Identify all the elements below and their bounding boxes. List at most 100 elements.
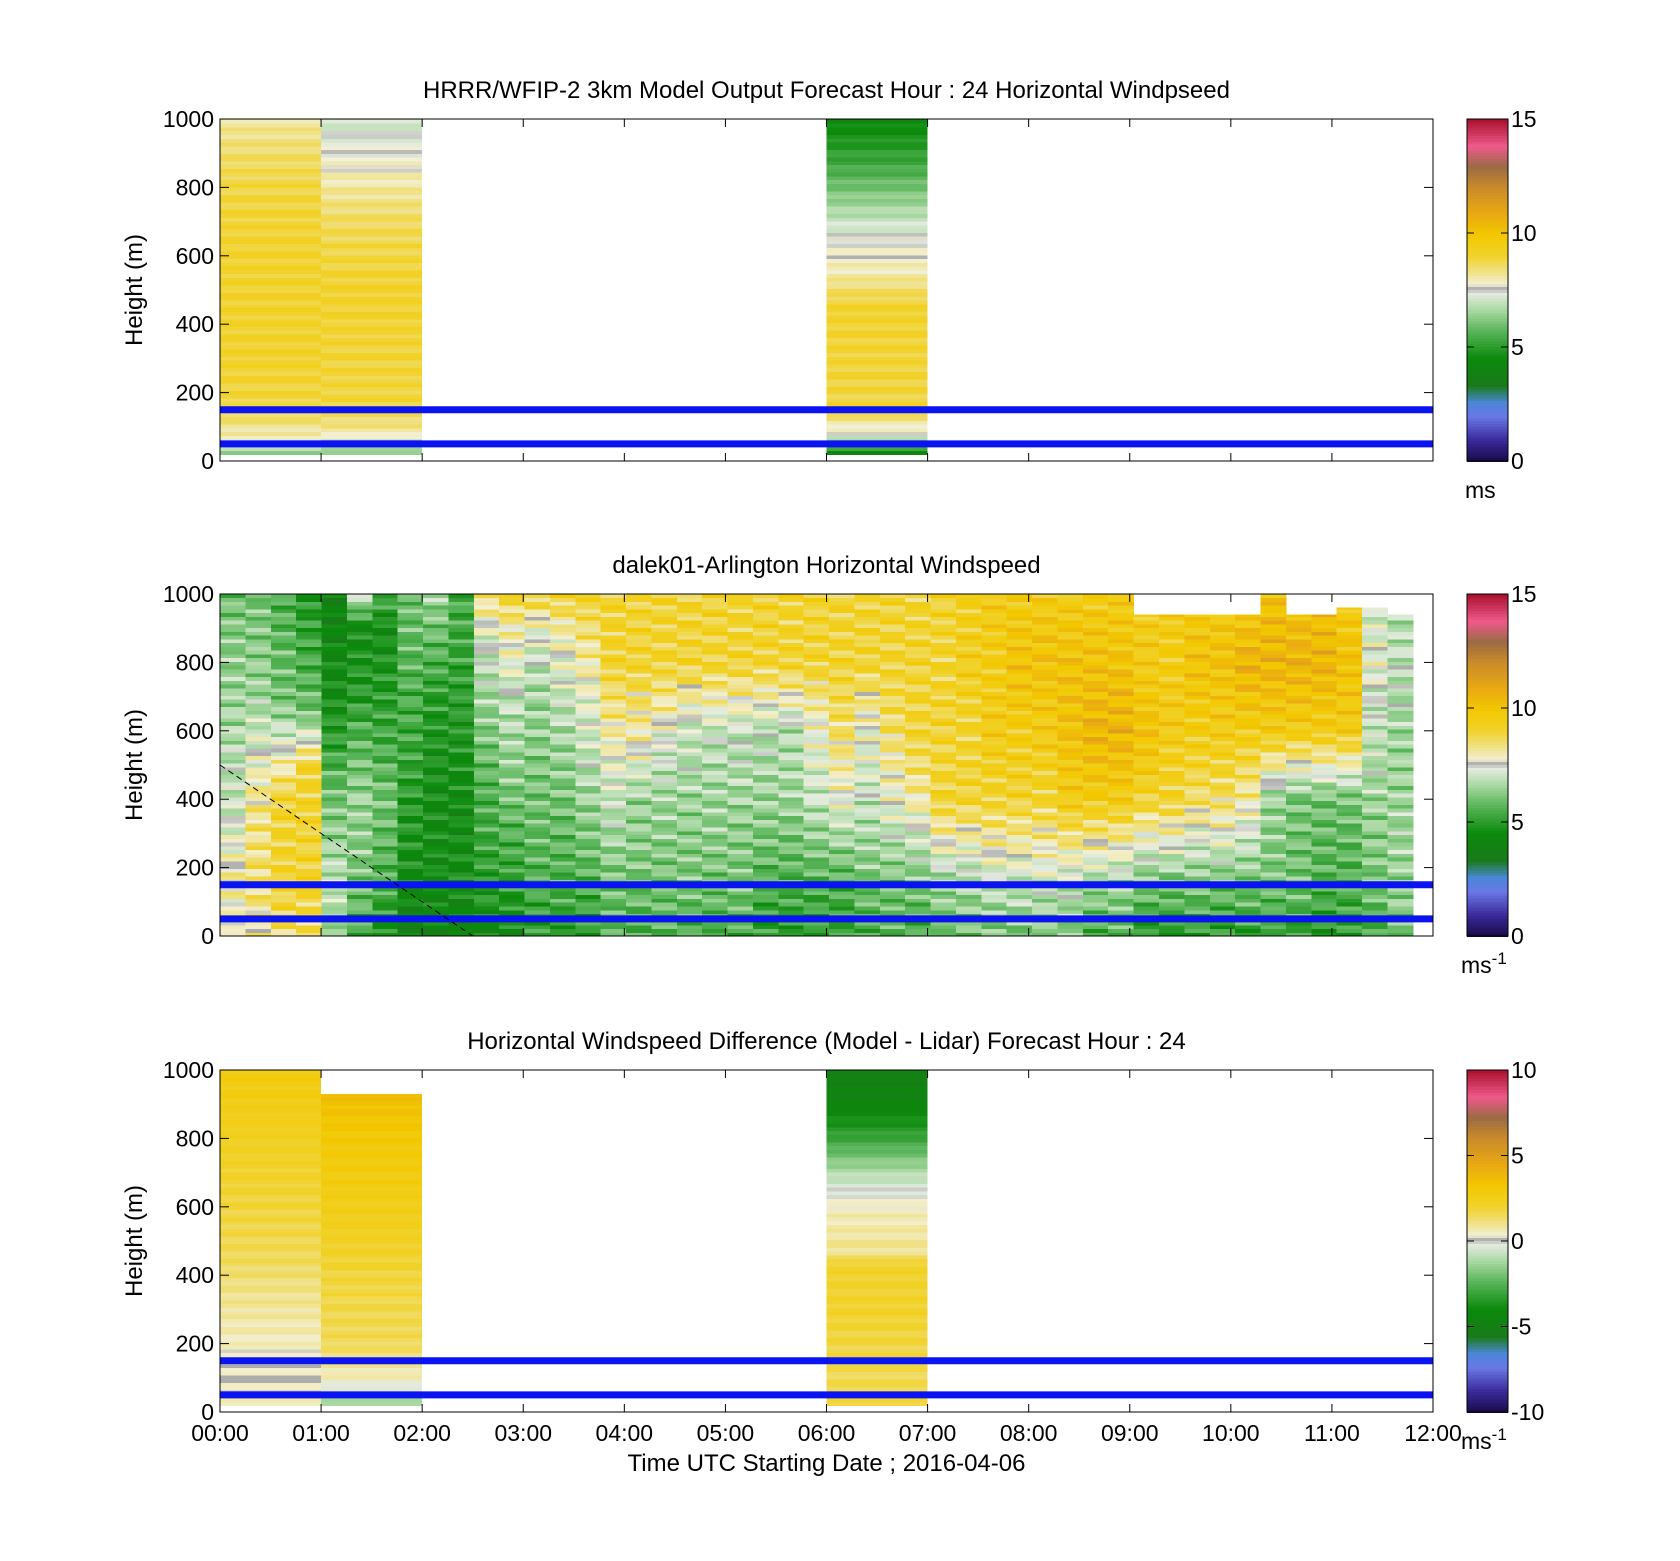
heatmap-cell [270, 766, 297, 772]
heatmap-cell [1184, 845, 1211, 851]
heatmap-cell [372, 905, 399, 911]
heatmap-cell [549, 695, 576, 700]
heatmap-cell [220, 1333, 322, 1339]
heatmap-cell [1209, 856, 1236, 862]
heatmap-cell [1260, 890, 1287, 896]
heatmap-cell [1260, 594, 1287, 599]
heatmap-cell [448, 909, 475, 915]
heatmap-cell [321, 653, 348, 659]
heatmap-cell [702, 834, 729, 839]
heatmap-cell [955, 732, 982, 738]
heatmap-cell [220, 1085, 322, 1090]
heatmap-cell [499, 635, 526, 640]
heatmap-cell [1184, 762, 1211, 768]
heatmap-cell [1387, 800, 1414, 805]
heatmap-cell [1133, 676, 1160, 681]
heatmap-cell [321, 427, 423, 433]
y-tick-label: 0 [201, 448, 214, 474]
heatmap-cell [1209, 875, 1236, 881]
heatmap-cell [1006, 789, 1033, 794]
heatmap-cell [270, 928, 297, 933]
heatmap-cell [1209, 872, 1236, 877]
heatmap-cell [1235, 751, 1262, 757]
colorbar-segment [1467, 329, 1508, 334]
heatmap-cell [245, 653, 272, 659]
heatmap-cell [245, 759, 272, 764]
heatmap-cell [826, 318, 928, 324]
heatmap-cell [651, 642, 678, 647]
heatmap-cell [955, 762, 982, 768]
heatmap-cell [1006, 755, 1033, 760]
heatmap-cell [702, 766, 729, 772]
heatmap-cell [524, 665, 551, 670]
heatmap-cell [1209, 661, 1236, 666]
heatmap-cell [220, 262, 322, 267]
heatmap-cell [220, 1254, 322, 1260]
heatmap-cell [1285, 732, 1312, 738]
heatmap-cell [702, 687, 729, 693]
heatmap-cell [1108, 860, 1135, 866]
heatmap-cell [930, 676, 957, 681]
heatmap-cell [524, 838, 551, 843]
heatmap-cell [930, 920, 957, 926]
heatmap-cell [372, 853, 399, 858]
heatmap-cell [1006, 841, 1033, 847]
heatmap-cell [321, 277, 423, 282]
heatmap-cell [1336, 823, 1363, 828]
heatmap-cell [1057, 702, 1084, 708]
heatmap-cell [1336, 766, 1363, 772]
heatmap-cell [270, 729, 297, 734]
heatmap-cell [600, 766, 627, 772]
heatmap-cell [702, 601, 729, 606]
heatmap-cell [879, 898, 906, 903]
heatmap-cell [473, 710, 500, 715]
heatmap-cell [778, 804, 805, 809]
colorbar-segment [1467, 685, 1508, 689]
heatmap-cell [955, 729, 982, 734]
heatmap-cell [626, 736, 652, 741]
heatmap-cell [1336, 849, 1363, 854]
heatmap-cell [1311, 762, 1338, 768]
heatmap-cell [321, 729, 348, 734]
heatmap-cell [220, 187, 322, 192]
heatmap-cell [981, 856, 1008, 862]
heatmap-cell [372, 793, 399, 798]
heatmap-cell [702, 725, 729, 730]
heatmap-cell [448, 905, 475, 911]
heatmap-cell [220, 1179, 322, 1184]
heatmap-cell [1336, 616, 1363, 621]
heatmap-cell [321, 281, 423, 286]
heatmap-cell [626, 710, 652, 715]
colorbar-segment [1467, 315, 1508, 320]
heatmap-cell [930, 747, 957, 753]
heatmap-cell [473, 845, 500, 851]
colorbar-segment [1467, 173, 1508, 177]
heatmap-cell [1260, 725, 1287, 730]
heatmap-cell [1209, 680, 1236, 685]
heatmap-cell [727, 616, 754, 621]
heatmap-cell [220, 1190, 322, 1196]
heatmap-cell [1362, 729, 1388, 734]
heatmap-cell [423, 875, 449, 881]
heatmap-cell [955, 872, 982, 877]
heatmap-cell [905, 796, 932, 802]
heatmap-cell [220, 1089, 322, 1094]
colorbar-segment [1467, 802, 1508, 806]
heatmap-cell [575, 887, 602, 892]
heatmap-cell [549, 657, 576, 662]
heatmap-cell [245, 872, 272, 877]
heatmap-cell [778, 781, 805, 787]
heatmap-cell [1285, 789, 1312, 794]
heatmap-cell [1235, 905, 1262, 911]
heatmap-cell [879, 781, 906, 787]
heatmap-cell [651, 898, 678, 903]
heatmap-cell [1362, 710, 1388, 715]
heatmap-cell [1108, 698, 1135, 704]
heatmap-cell [1057, 856, 1084, 862]
heatmap-cell [1158, 691, 1185, 696]
heatmap-cell [1387, 890, 1414, 896]
colorbar-segment [1467, 710, 1508, 715]
heatmap-cell [346, 616, 373, 621]
heatmap-cell [1108, 729, 1135, 734]
heatmap-cell [321, 781, 348, 787]
